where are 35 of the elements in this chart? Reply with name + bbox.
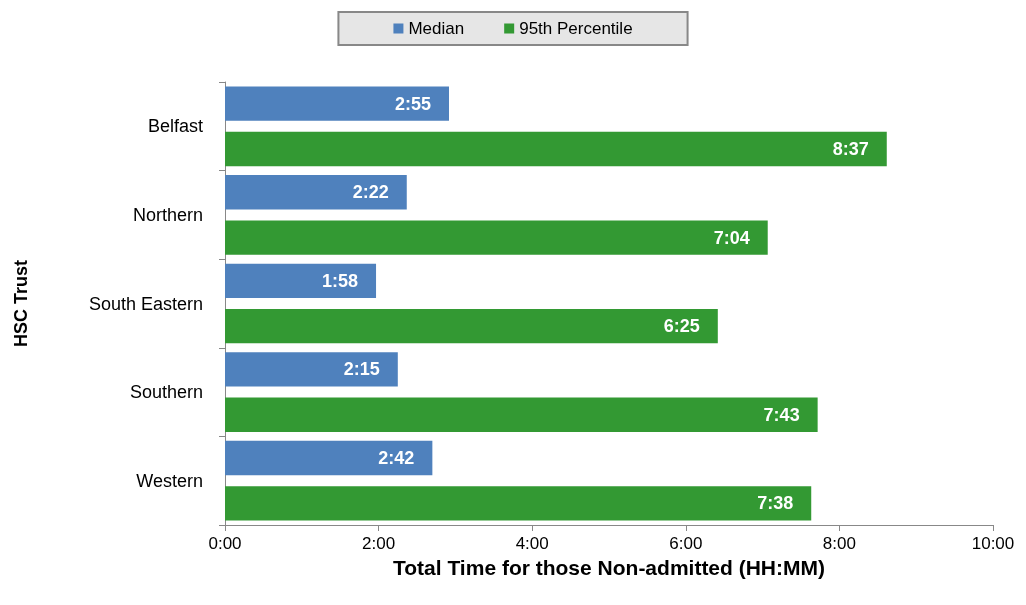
bar: [225, 486, 812, 521]
data-label: 2:15: [343, 359, 380, 380]
x-tick-label: 6:00: [669, 534, 703, 553]
data-label: 1:58: [322, 270, 359, 291]
data-label: 6:25: [663, 316, 700, 337]
data-label: 7:38: [757, 493, 794, 514]
x-tick-label: 4:00: [515, 534, 549, 553]
bar: [225, 220, 768, 255]
legend-label: Median: [408, 19, 465, 38]
data-label: 8:37: [832, 138, 869, 159]
y-tick-label: Belfast: [147, 116, 203, 137]
y-tick-label: Southern: [129, 382, 203, 403]
data-label: 2:22: [352, 182, 389, 203]
x-tick-label: 2:00: [362, 534, 396, 553]
bar: [225, 397, 818, 432]
data-label: 7:04: [713, 227, 750, 248]
bar: [225, 263, 377, 298]
bar: [225, 309, 718, 344]
bar: [225, 440, 433, 476]
bar: [225, 131, 887, 167]
x-tick-label: 8:00: [822, 534, 856, 553]
y-axis-title: HSC Trust: [11, 259, 31, 348]
y-tick-label: South Eastern: [88, 293, 203, 314]
bar: [225, 86, 449, 121]
y-tick-label: Western: [136, 470, 203, 491]
bar: [225, 352, 398, 387]
legend-label: 95th Percentile: [519, 19, 633, 38]
x-tick-label: 0:00: [208, 534, 242, 553]
x-axis-title: Total Time for those Non-admitted (HH:MM): [392, 556, 826, 579]
data-label: 7:43: [763, 404, 800, 425]
bar: [225, 175, 407, 210]
data-label: 2:55: [394, 93, 431, 114]
y-tick-label: Northern: [132, 204, 203, 225]
data-label: 2:42: [378, 448, 415, 469]
x-tick-label: 10:00: [971, 534, 1015, 553]
